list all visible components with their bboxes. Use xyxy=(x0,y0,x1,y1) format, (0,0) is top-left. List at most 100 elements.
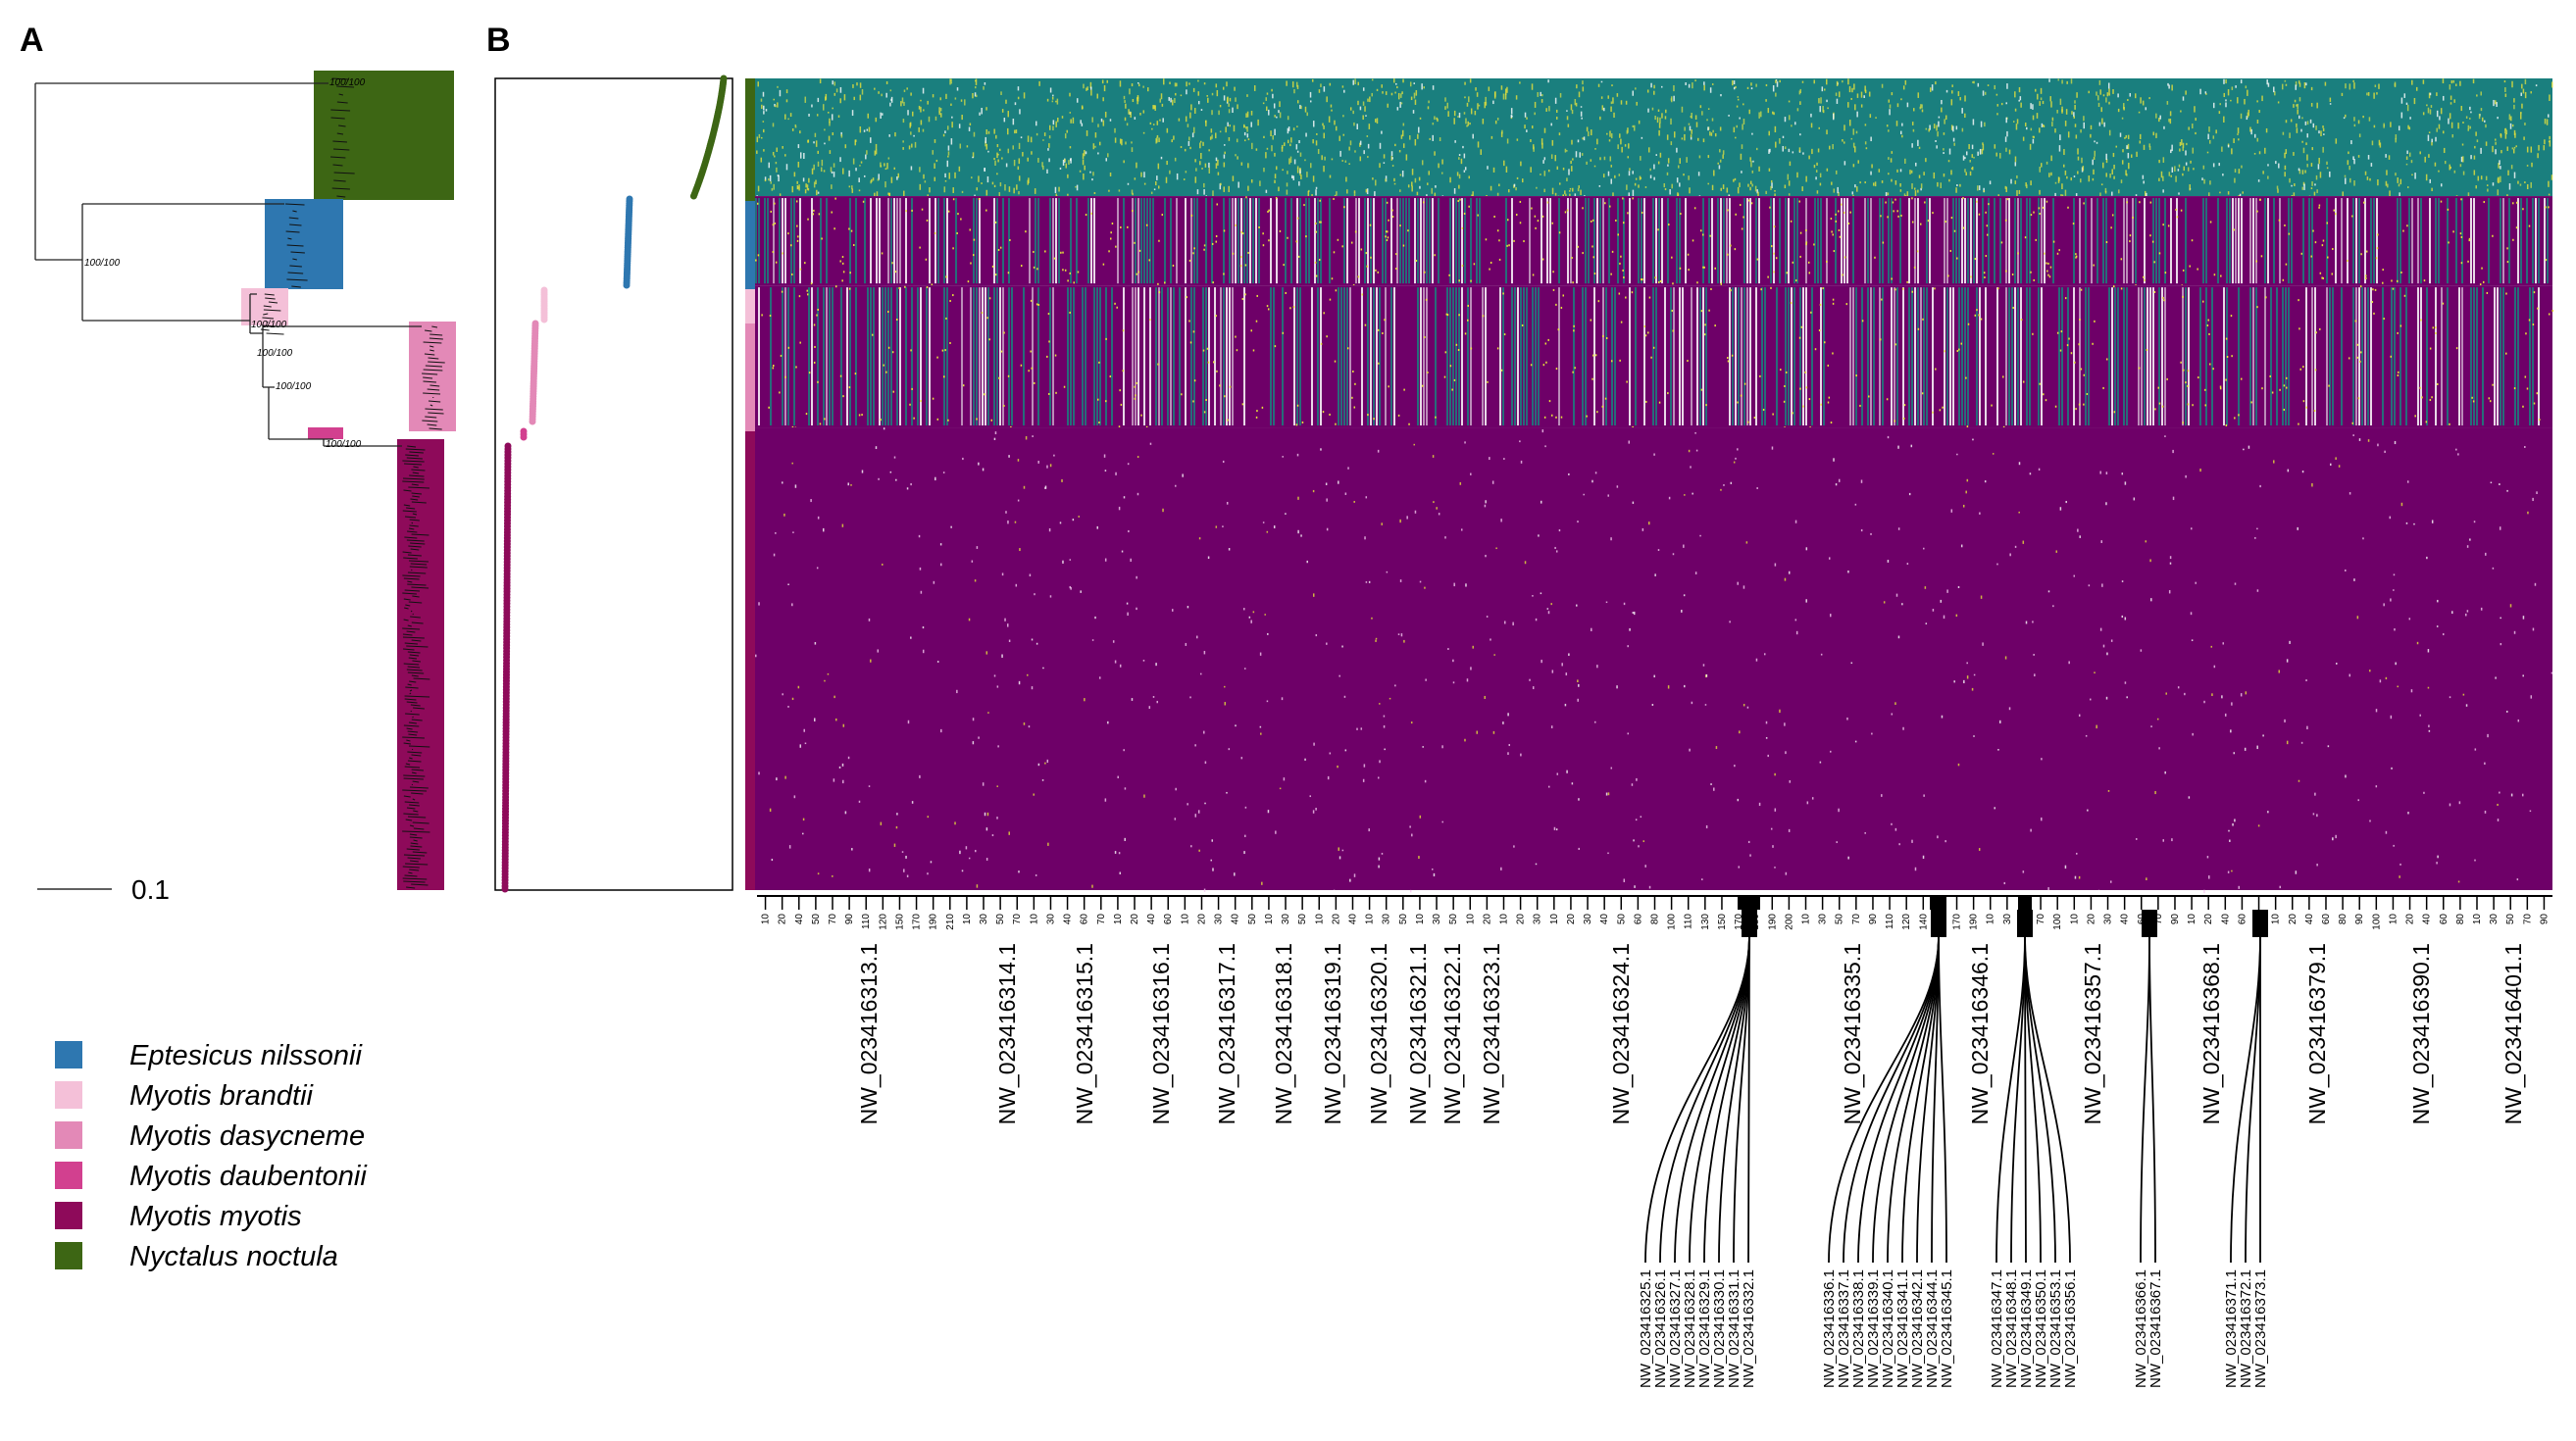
heatmap-cell xyxy=(2190,527,2193,530)
heatmap-column xyxy=(1193,287,1195,426)
heatmap-cell xyxy=(2389,190,2391,197)
heatmap-column xyxy=(2079,287,2081,426)
heatmap-cell xyxy=(1287,139,1289,144)
heatmap-cell xyxy=(1425,678,1427,681)
heatmap-cell xyxy=(2186,142,2188,146)
heatmap-cell xyxy=(2096,724,2097,729)
heatmap-cell xyxy=(1683,594,1686,597)
heatmap-cell xyxy=(2349,83,2351,90)
heatmap-cell xyxy=(2139,201,2141,204)
heatmap-cell xyxy=(1186,81,1187,87)
heatmap-cell xyxy=(2521,103,2523,109)
heatmap-cell xyxy=(1331,277,1334,280)
tree-tip xyxy=(409,451,424,454)
heatmap-cell xyxy=(1434,151,1436,156)
heatmap-cell xyxy=(1451,388,1453,391)
heatmap-cell xyxy=(1068,160,1070,165)
heatmap-cell xyxy=(1832,298,1835,301)
heatmap-cell xyxy=(813,141,815,144)
tree-tip xyxy=(410,563,428,566)
heatmap-cell xyxy=(1448,273,1450,276)
heatmap-cell xyxy=(999,182,1002,187)
heatmap-cell xyxy=(815,179,817,185)
heatmap-cell xyxy=(962,457,964,461)
heatmap-cell xyxy=(1833,458,1835,462)
heatmap-cell xyxy=(1943,152,1945,155)
heatmap-cell xyxy=(884,181,886,188)
heatmap-cell xyxy=(1854,740,1857,743)
heatmap-cell xyxy=(1283,142,1286,146)
tree-tip xyxy=(409,566,428,569)
heatmap-cell xyxy=(1114,137,1117,143)
heatmap-cell xyxy=(2219,387,2222,390)
heatmap-cell xyxy=(1526,117,1528,120)
tree-tip xyxy=(413,677,430,680)
heatmap-cell xyxy=(1624,144,1627,147)
heatmap-column xyxy=(1223,198,1225,284)
heatmap-cell xyxy=(1362,87,1365,91)
heatmap-column xyxy=(2529,287,2531,426)
heatmap-cell xyxy=(936,418,939,421)
heatmap-cell xyxy=(1976,309,1978,312)
heatmap-cell xyxy=(756,202,759,205)
heatmap-cell xyxy=(2107,789,2110,792)
heatmap-cell xyxy=(1591,129,1592,136)
heatmap-cell xyxy=(2517,719,2520,722)
heatmap-cell xyxy=(1935,368,1937,371)
heatmap-cell xyxy=(2440,200,2443,203)
heatmap-cell xyxy=(1943,148,1945,151)
heatmap-cell xyxy=(1033,250,1035,253)
heatmap-cell xyxy=(2256,120,2259,124)
heatmap-cell xyxy=(2461,143,2464,146)
heatmap-cell xyxy=(2112,89,2114,94)
heatmap-cell xyxy=(2341,92,2344,96)
heatmap-cell xyxy=(2234,417,2236,420)
heatmap-cell xyxy=(1707,126,1709,131)
heatmap-cell xyxy=(1622,222,1625,224)
heatmap-cell xyxy=(2322,127,2325,131)
heatmap-column xyxy=(1314,198,1316,284)
heatmap-cell xyxy=(1475,87,1477,91)
heatmap-cell xyxy=(1531,125,1534,129)
heatmap-cell xyxy=(1275,166,1278,171)
heatmap-column xyxy=(2532,287,2534,426)
tree-tip xyxy=(411,792,424,795)
heatmap-cell xyxy=(1671,256,1673,259)
heatmap-cell xyxy=(1949,249,1952,252)
heatmap-cell xyxy=(2406,224,2408,227)
heatmap-cell xyxy=(1349,878,1351,882)
tree-tip xyxy=(412,851,428,854)
heatmap-column xyxy=(779,198,781,284)
heatmap-cell xyxy=(1252,611,1255,614)
heatmap-cell xyxy=(1058,186,1060,192)
heatmap-column xyxy=(2352,287,2354,426)
heatmap-cell xyxy=(2531,162,2533,168)
heatmap-cell xyxy=(1215,157,1218,162)
heatmap-cell xyxy=(1207,97,1209,103)
heatmap-cell xyxy=(1629,627,1631,631)
tree-tip xyxy=(423,341,442,344)
heatmap-cell xyxy=(2005,117,2007,124)
heatmap-cell xyxy=(1750,202,1753,205)
heatmap-cell xyxy=(1299,168,1301,174)
heatmap-column xyxy=(1152,198,1154,284)
heatmap-column xyxy=(917,287,919,426)
heatmap-cell xyxy=(1033,793,1035,796)
heatmap-cell xyxy=(1722,154,1724,159)
heatmap-cell xyxy=(1329,413,1331,416)
heatmap-cell xyxy=(1110,231,1112,234)
heatmap-cell xyxy=(2298,169,2301,174)
heatmap-cell xyxy=(2500,166,2501,170)
heatmap-cell xyxy=(2092,159,2094,166)
heatmap-cell xyxy=(1951,84,1953,87)
heatmap-column xyxy=(1232,198,1234,284)
heatmap-cell xyxy=(2298,80,2300,84)
heatmap-cell xyxy=(2029,472,2032,475)
heatmap-cell xyxy=(1246,126,1248,132)
heatmap-cell xyxy=(1848,120,1851,126)
heatmap-cell xyxy=(1919,106,1921,110)
heatmap-cell xyxy=(2517,180,2519,184)
heatmap-cell xyxy=(1569,187,1572,190)
heatmap-cell xyxy=(2397,331,2399,334)
heatmap-cell xyxy=(808,114,810,117)
